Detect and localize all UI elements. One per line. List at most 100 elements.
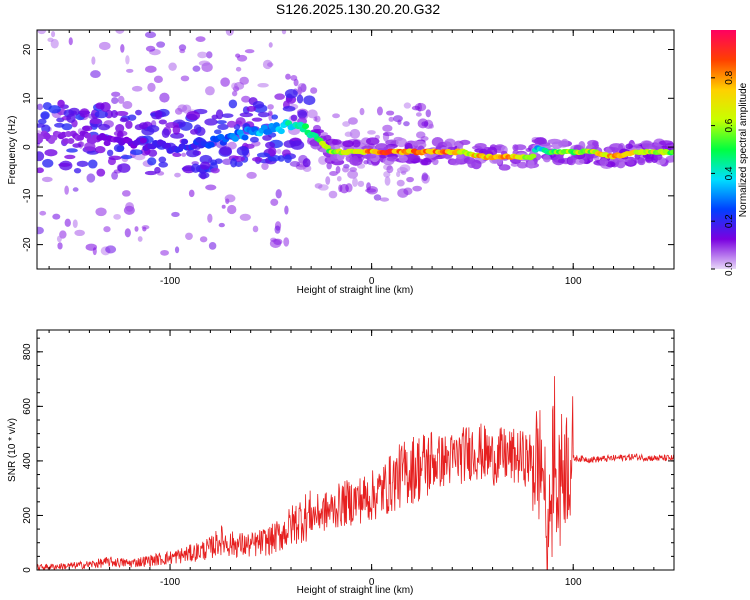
spectrogram-ytick-label: 20 bbox=[22, 44, 33, 56]
spectrogram-noise-blob bbox=[125, 202, 135, 212]
spectrogram-noise-blob bbox=[357, 180, 365, 187]
spectrogram-halo-blob bbox=[251, 117, 263, 122]
spectrogram-noise-blob bbox=[64, 218, 71, 227]
spectrogram-halo-blob bbox=[154, 166, 161, 174]
spectrogram-noise-blob bbox=[239, 213, 251, 221]
spectrogram-noise-blob bbox=[105, 245, 117, 254]
spectrogram-halo-blob bbox=[147, 157, 157, 166]
spectrogram-noise-blob bbox=[411, 105, 421, 111]
spectrogram-noise-blob bbox=[49, 20, 59, 25]
spectrogram-noise-blob bbox=[103, 226, 111, 233]
colorbar: 0.0 0.2 0.4 0.6 0.8 Normalized spectral ampl… bbox=[711, 30, 749, 276]
spectrogram-halo-blob bbox=[456, 154, 464, 160]
spectrogram-noise-blob bbox=[338, 184, 343, 193]
spectrogram-noise-blob bbox=[246, 171, 257, 179]
spectrogram-halo-blob bbox=[72, 143, 82, 148]
spectrogram-halo-blob bbox=[66, 148, 78, 153]
spectrogram-halo-blob bbox=[557, 158, 565, 164]
spectrogram-halo-blob bbox=[284, 154, 292, 164]
spectrogram-halo-blob bbox=[268, 146, 277, 157]
spectrogram-halo-blob bbox=[482, 146, 492, 155]
spectrogram-halo-blob bbox=[252, 101, 265, 109]
spectrogram-ridge-blob bbox=[302, 123, 310, 130]
spectrogram-halo-blob bbox=[79, 108, 90, 118]
spectrogram-noise-blob bbox=[235, 66, 242, 72]
spectrogram-ridge-blob bbox=[241, 134, 249, 141]
colorbar-tick-label: 0.8 bbox=[724, 70, 735, 84]
spectrogram-halo-blob bbox=[467, 159, 476, 169]
spectrogram-halo-blob bbox=[239, 112, 254, 118]
spectrogram-noise-blob bbox=[366, 185, 378, 195]
colorbar-tick-label: 0.2 bbox=[724, 214, 735, 228]
spectrogram-ridge-blob bbox=[67, 137, 75, 144]
spectrogram-halo-blob bbox=[551, 141, 563, 150]
spectrogram-noise-blob bbox=[352, 177, 358, 188]
spectrogram-halo-blob bbox=[228, 99, 238, 109]
spectrogram-noise-blob bbox=[349, 128, 361, 139]
spectrogram-ridge-blob bbox=[529, 153, 537, 159]
spectrogram-ridge-blob bbox=[84, 132, 92, 139]
spectrogram-halo-blob bbox=[251, 156, 263, 162]
spectrogram-ridge-blob bbox=[231, 135, 239, 142]
spectrogram-halo-blob bbox=[412, 140, 421, 146]
snr-ytick-label: 800 bbox=[22, 343, 33, 360]
spectrogram-noise-blob bbox=[51, 30, 56, 38]
spectrogram-noise-blob bbox=[344, 131, 353, 137]
spectrogram-halo-blob bbox=[302, 158, 311, 168]
spectrogram-halo-blob bbox=[627, 159, 635, 166]
spectrogram-halo-blob bbox=[127, 114, 137, 121]
spectrogram-halo-blob bbox=[375, 143, 389, 152]
spectrogram-noise-blob bbox=[117, 95, 125, 104]
spectrogram-halo-blob bbox=[119, 117, 128, 123]
spectrogram-noise-blob bbox=[297, 82, 306, 93]
spectrogram-noise-blob bbox=[37, 226, 44, 235]
spectrogram-halo-blob bbox=[542, 154, 551, 163]
spectrogram-noise-blob bbox=[113, 213, 121, 220]
spectrogram-noise-blob bbox=[147, 82, 156, 93]
spectrogram-halo-blob bbox=[210, 167, 220, 174]
snr-xlabel: Height of straight line (km) bbox=[297, 585, 414, 596]
spectrogram-halo-blob bbox=[86, 150, 99, 155]
spectrogram-halo-blob bbox=[135, 109, 142, 116]
spectrogram-halo-blob bbox=[76, 160, 89, 167]
spectrogram-noise-blob bbox=[178, 44, 187, 51]
spectrogram-halo-blob bbox=[365, 137, 380, 146]
spectrogram-noise-blob bbox=[185, 232, 193, 240]
spectrogram-ytick-label: 0 bbox=[22, 144, 33, 150]
snr-border bbox=[36, 329, 675, 571]
spectrogram-noise-blob bbox=[221, 204, 226, 209]
spectrogram-halo-blob bbox=[385, 139, 399, 146]
spectrogram-noise-blob bbox=[224, 194, 236, 203]
spectrogram-noise-blob bbox=[285, 73, 291, 80]
spectrogram-halo-blob bbox=[146, 125, 160, 133]
spectrogram-noise-blob bbox=[421, 121, 429, 127]
spectrogram-halo-blob bbox=[82, 125, 93, 132]
spectrogram-halo-blob bbox=[37, 167, 44, 174]
spectrogram-noise-blob bbox=[382, 132, 394, 137]
spectrogram-halo-blob bbox=[398, 155, 408, 162]
spectrogram-noise-blob bbox=[207, 213, 213, 223]
spectrogram-halo-blob bbox=[219, 146, 232, 156]
spectrogram-halo-blob bbox=[512, 144, 519, 151]
spectrogram-noise-blob bbox=[318, 155, 328, 165]
spectrogram-noise-blob bbox=[156, 41, 166, 48]
spectrogram-halo-blob bbox=[115, 110, 129, 117]
spectrogram-halo-blob bbox=[100, 101, 111, 112]
spectrogram-noise-blob bbox=[386, 110, 395, 116]
spectrogram-halo-blob bbox=[641, 140, 652, 150]
spectrogram-noise-blob bbox=[198, 60, 211, 66]
spectrogram-noise-blob bbox=[205, 184, 217, 191]
spectrogram-halo-blob bbox=[227, 120, 237, 128]
spectrogram-noise-blob bbox=[222, 158, 233, 165]
spectrogram-halo-blob bbox=[351, 139, 361, 148]
spectrogram-noise-blob bbox=[208, 242, 217, 250]
spectrogram-halo-blob bbox=[362, 154, 377, 159]
spectrogram-halo-blob bbox=[144, 170, 157, 176]
spectrogram-halo-blob bbox=[331, 139, 342, 145]
spectrogram-ridge-blob bbox=[103, 140, 111, 147]
spectrogram-halo-blob bbox=[87, 159, 98, 169]
spectrogram-noise-blob bbox=[332, 113, 340, 119]
snr-ylabel: SNR (10 * v/v) bbox=[7, 418, 18, 482]
colorbar-gradient bbox=[711, 30, 736, 269]
